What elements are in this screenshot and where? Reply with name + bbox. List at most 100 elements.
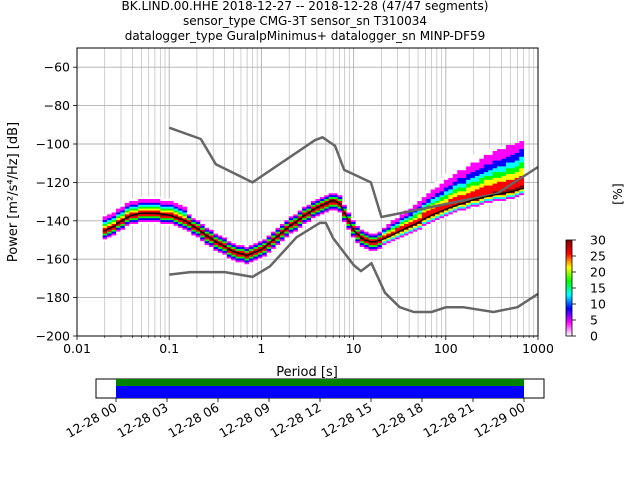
- heatmap-cell: [439, 187, 445, 190]
- heatmap-cell: [395, 219, 400, 223]
- heatmap-cell: [435, 181, 440, 184]
- heatmap-cell: [226, 248, 232, 251]
- heatmap-cell: [279, 225, 285, 228]
- heatmap-cell: [222, 252, 228, 255]
- heatmap-cell: [399, 216, 405, 219]
- heatmap-cell: [426, 196, 431, 200]
- heatmap-cell: [235, 256, 241, 259]
- heatmap-cell: [111, 212, 117, 215]
- heatmap-cell: [342, 208, 347, 211]
- heatmap-cell: [186, 214, 192, 217]
- heatmap-cell: [271, 233, 276, 236]
- heatmap-cell: [240, 242, 245, 246]
- heatmap-cell: [430, 216, 436, 219]
- heatmap-cell: [395, 227, 400, 230]
- heatmap-cell: [452, 206, 458, 209]
- heatmap-cell: [178, 212, 183, 215]
- heatmap-cell: [204, 227, 210, 230]
- heatmap-cell: [505, 196, 511, 200]
- heatmap-cell: [235, 242, 241, 246]
- heatmap-cell: [209, 227, 214, 230]
- heatmap-cell: [483, 189, 489, 192]
- heatmap-cell: [169, 206, 174, 209]
- heatmap-cell: [483, 196, 489, 200]
- heatmap-cell: [505, 189, 511, 192]
- heatmap-cell: [457, 179, 462, 182]
- heatmap-cell: [257, 244, 263, 248]
- heatmap-cell: [501, 156, 507, 159]
- heatmap-cell: [412, 231, 418, 234]
- heatmap-cell: [470, 158, 476, 161]
- heatmap-cell: [439, 200, 445, 203]
- heatmap-cell: [240, 258, 245, 261]
- heatmap-cell: [138, 198, 143, 201]
- heatmap-cell: [514, 169, 520, 173]
- heatmap-cell: [474, 171, 480, 175]
- heatmap-cell: [466, 187, 471, 190]
- heatmap-cell: [479, 191, 485, 194]
- heatmap-cell: [474, 168, 480, 171]
- heatmap-cell: [324, 206, 330, 209]
- heatmap-cell: [483, 177, 489, 180]
- heatmap-cell: [319, 212, 325, 215]
- heatmap-cell: [164, 212, 170, 215]
- heatmap-cell: [115, 206, 121, 209]
- heatmap-cell: [364, 237, 369, 240]
- heatmap-cell: [435, 200, 440, 203]
- heatmap-cell: [457, 208, 462, 211]
- heatmap-cell: [191, 216, 197, 219]
- heatmap-cell: [501, 152, 507, 155]
- heatmap-cell: [244, 252, 250, 255]
- heatmap-cell: [412, 223, 418, 226]
- heatmap-cell: [492, 171, 498, 175]
- heatmap-cell: [461, 171, 467, 175]
- heatmap-cell: [151, 214, 157, 217]
- heatmap-cell: [342, 221, 347, 224]
- y-tick-label: −140: [36, 213, 70, 228]
- heatmap-cell: [381, 229, 387, 232]
- heatmap-cell: [395, 239, 400, 242]
- heatmap-cell: [466, 177, 471, 180]
- heatmap-cell: [173, 210, 179, 213]
- heatmap-cell: [253, 260, 259, 263]
- heatmap-cell: [492, 160, 498, 163]
- heatmap-cell: [439, 177, 445, 180]
- heatmap-cell: [368, 235, 374, 238]
- heatmap-cell: [466, 196, 471, 200]
- heatmap-cell: [231, 256, 236, 259]
- heatmap-cell: [288, 216, 294, 219]
- heatmap-cell: [147, 219, 152, 223]
- heatmap-cell: [169, 210, 174, 213]
- heatmap-cell: [155, 200, 161, 203]
- heatmap-cell: [474, 169, 480, 173]
- heatmap-cell: [519, 171, 525, 175]
- heatmap-cell: [452, 179, 458, 182]
- heatmap-cell: [479, 169, 485, 173]
- heatmap-cell: [115, 212, 121, 215]
- heatmap-cell: [160, 223, 166, 226]
- heatmap-cell: [439, 179, 445, 182]
- heatmap-cell: [466, 166, 471, 169]
- heatmap-cell: [390, 239, 396, 242]
- heatmap-cell: [120, 216, 126, 219]
- heatmap-cell: [501, 169, 507, 173]
- heatmap-cell: [178, 219, 183, 223]
- heatmap-cell: [306, 219, 312, 223]
- heatmap-cell: [129, 202, 135, 205]
- heatmap-cell: [501, 162, 507, 165]
- heatmap-cell: [164, 204, 170, 207]
- heatmap-cell: [297, 227, 303, 230]
- heatmap-cell: [178, 208, 183, 211]
- heatmap-cell: [430, 192, 436, 196]
- y-tick-label: −60: [44, 60, 70, 75]
- heatmap-cell: [483, 152, 489, 155]
- heatmap-cell: [200, 235, 205, 238]
- heatmap-cell: [461, 185, 467, 188]
- heatmap-cell: [514, 177, 520, 180]
- heatmap-cell: [288, 229, 294, 232]
- heatmap-cell: [173, 219, 179, 223]
- heatmap-cell: [470, 162, 476, 165]
- heatmap-cell: [107, 219, 112, 223]
- heatmap-cell: [306, 206, 312, 209]
